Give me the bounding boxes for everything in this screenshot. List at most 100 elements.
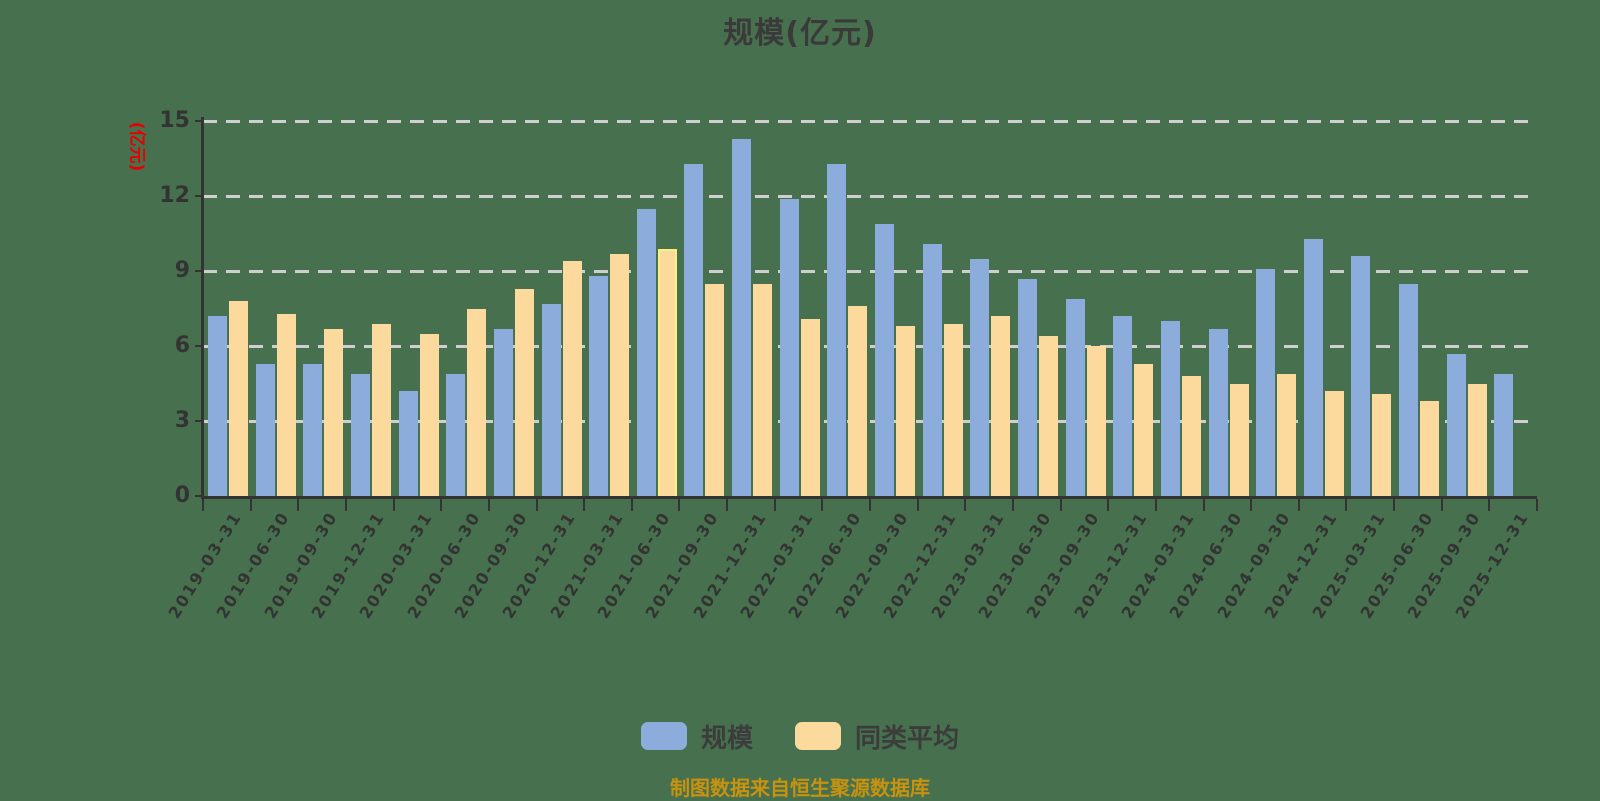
x-tick bbox=[916, 499, 919, 511]
bar-规模-2022-06-30[interactable] bbox=[827, 163, 847, 496]
bar-同类平均-2021-12-31[interactable] bbox=[753, 283, 773, 496]
bar-同类平均-2023-06-30[interactable] bbox=[1038, 336, 1058, 496]
bar-规模-2023-03-31[interactable] bbox=[970, 258, 990, 496]
bar-同类平均-2020-03-31[interactable] bbox=[419, 333, 439, 496]
x-tick bbox=[1202, 499, 1205, 511]
bar-规模-2022-09-30[interactable] bbox=[875, 223, 894, 496]
bar-同类平均-2020-09-30[interactable] bbox=[514, 288, 534, 496]
bar-规模-2021-03-31[interactable] bbox=[589, 276, 609, 496]
legend-swatch-category-average bbox=[795, 722, 841, 750]
bar-规模-2020-03-31[interactable] bbox=[398, 391, 418, 496]
bar-规模-2021-06-30[interactable] bbox=[636, 208, 656, 496]
bar-同类平均-2021-03-31[interactable] bbox=[610, 253, 630, 496]
gridline-y-12 bbox=[203, 195, 1537, 198]
legend-label-scale: 规模 bbox=[700, 723, 753, 754]
x-tick bbox=[1011, 499, 1014, 511]
x-tick bbox=[1488, 499, 1491, 511]
x-tick bbox=[1440, 499, 1443, 511]
x-tick bbox=[487, 499, 490, 511]
bar-规模-2021-12-31[interactable] bbox=[732, 138, 752, 496]
bar-规模-2020-09-30[interactable] bbox=[493, 328, 513, 496]
bar-同类平均-2020-12-31[interactable] bbox=[562, 261, 582, 496]
x-tick bbox=[440, 499, 443, 511]
bar-规模-2022-03-31[interactable] bbox=[779, 198, 799, 496]
bar-同类平均-2024-09-30[interactable] bbox=[1277, 373, 1297, 496]
bar-同类平均-2022-03-31[interactable] bbox=[800, 318, 820, 496]
bar-规模-2024-12-31[interactable] bbox=[1303, 238, 1323, 496]
bar-规模-2023-12-31[interactable] bbox=[1113, 316, 1133, 496]
bar-同类平均-2020-06-30[interactable] bbox=[467, 308, 487, 496]
bar-规模-2025-09-30[interactable] bbox=[1446, 353, 1466, 496]
bar-规模-2025-12-31[interactable] bbox=[1494, 373, 1514, 496]
bar-同类平均-2025-03-31[interactable] bbox=[1372, 393, 1392, 496]
bar-规模-2023-09-30[interactable] bbox=[1065, 298, 1085, 496]
y-axis-line bbox=[201, 117, 204, 499]
x-tick bbox=[249, 499, 252, 511]
x-tick bbox=[202, 499, 204, 511]
x-tick bbox=[583, 499, 586, 511]
legend-item-category-average[interactable]: 同类平均 bbox=[795, 718, 959, 755]
y-tick bbox=[195, 495, 203, 497]
x-tick bbox=[1393, 499, 1396, 511]
bar-规模-2019-12-31[interactable] bbox=[350, 373, 370, 496]
bar-同类平均-2021-06-30[interactable] bbox=[657, 248, 677, 496]
bar-规模-2024-03-31[interactable] bbox=[1160, 321, 1180, 496]
bar-同类平均-2019-09-30[interactable] bbox=[324, 328, 344, 496]
bar-同类平均-2021-09-30[interactable] bbox=[705, 283, 725, 496]
y-axis-tick-label: 9 bbox=[174, 258, 190, 283]
x-tick bbox=[869, 499, 871, 511]
x-tick bbox=[392, 499, 395, 511]
x-tick bbox=[821, 499, 824, 511]
x-tick bbox=[773, 499, 776, 511]
bar-规模-2025-06-30[interactable] bbox=[1399, 283, 1419, 496]
x-tick bbox=[630, 499, 633, 511]
y-tick bbox=[195, 195, 203, 197]
x-tick bbox=[1250, 499, 1253, 511]
bar-同类平均-2023-09-30[interactable] bbox=[1086, 346, 1106, 496]
y-axis-tick-label: 15 bbox=[159, 108, 190, 133]
bar-同类平均-2019-06-30[interactable] bbox=[276, 313, 296, 496]
bar-规模-2025-03-31[interactable] bbox=[1351, 256, 1371, 496]
bar-同类平均-2022-06-30[interactable] bbox=[848, 306, 868, 496]
bar-同类平均-2024-06-30[interactable] bbox=[1229, 383, 1249, 496]
bar-规模-2023-06-30[interactable] bbox=[1017, 278, 1037, 496]
gridline-y-9 bbox=[203, 270, 1537, 273]
y-tick bbox=[195, 270, 203, 272]
bar-同类平均-2022-09-30[interactable] bbox=[896, 326, 915, 496]
y-axis-tick-label: 12 bbox=[159, 183, 190, 208]
bar-同类平均-2022-12-31[interactable] bbox=[943, 323, 963, 496]
bar-规模-2020-12-31[interactable] bbox=[541, 303, 561, 496]
y-tick bbox=[195, 120, 203, 122]
bar-规模-2019-03-31[interactable] bbox=[208, 316, 227, 496]
y-axis-tick-label: 0 bbox=[174, 483, 190, 508]
gridline-y-6 bbox=[203, 345, 1537, 348]
legend-swatch-scale bbox=[640, 722, 687, 750]
bar-同类平均-2023-03-31[interactable] bbox=[991, 316, 1011, 496]
x-tick bbox=[1107, 499, 1110, 511]
y-axis-tick-label: 6 bbox=[174, 333, 190, 358]
bar-规模-2024-06-30[interactable] bbox=[1208, 328, 1228, 496]
y-tick bbox=[195, 420, 203, 422]
legend-label-category-average: 同类平均 bbox=[855, 723, 960, 754]
x-tick bbox=[1154, 499, 1157, 511]
x-tick bbox=[297, 499, 300, 511]
bar-规模-2021-09-30[interactable] bbox=[684, 163, 704, 496]
x-tick bbox=[726, 499, 729, 511]
bar-同类平均-2019-03-31[interactable] bbox=[229, 301, 248, 496]
bar-规模-2024-09-30[interactable] bbox=[1256, 268, 1276, 496]
legend-item-scale[interactable]: 规模 bbox=[640, 718, 753, 755]
x-tick bbox=[535, 499, 538, 511]
gridline-y-3 bbox=[203, 420, 1537, 423]
bar-规模-2022-12-31[interactable] bbox=[922, 243, 942, 496]
bar-同类平均-2025-09-30[interactable] bbox=[1467, 383, 1487, 496]
plot-area bbox=[203, 121, 1537, 496]
bar-同类平均-2024-12-31[interactable] bbox=[1324, 391, 1344, 496]
bar-同类平均-2019-12-31[interactable] bbox=[371, 323, 391, 496]
bar-规模-2019-06-30[interactable] bbox=[255, 363, 275, 496]
bar-同类平均-2024-03-31[interactable] bbox=[1181, 376, 1201, 496]
bar-规模-2020-06-30[interactable] bbox=[446, 373, 466, 496]
bar-同类平均-2025-06-30[interactable] bbox=[1420, 401, 1440, 496]
bar-规模-2019-09-30[interactable] bbox=[303, 363, 323, 496]
y-tick bbox=[195, 345, 203, 347]
bar-同类平均-2023-12-31[interactable] bbox=[1134, 363, 1154, 496]
